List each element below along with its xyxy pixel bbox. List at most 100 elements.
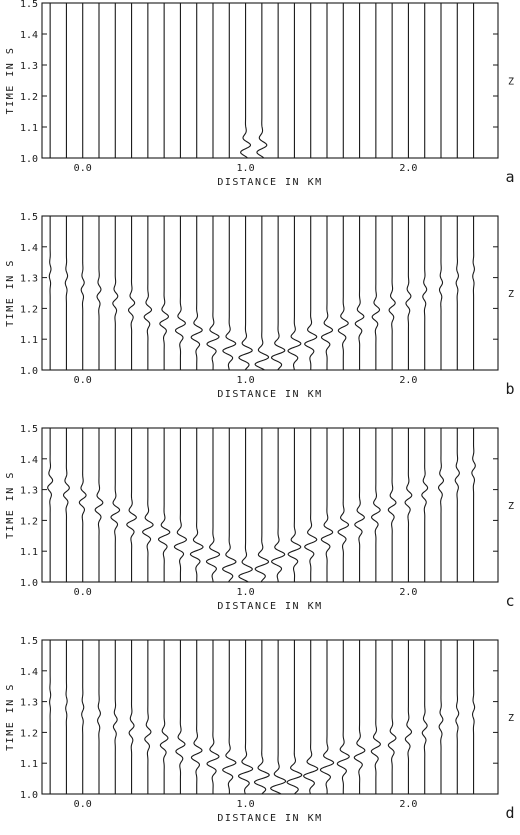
y-axis-title: TIME IN S <box>5 471 16 539</box>
seismic-trace <box>62 428 70 582</box>
seismic-trace <box>271 428 286 583</box>
seismic-trace <box>319 640 335 795</box>
seismic-trace <box>110 428 121 582</box>
seismic-trace <box>371 216 381 370</box>
y-axis-title: TIME IN S <box>5 259 16 327</box>
panel-label: d <box>505 804 514 822</box>
seismic-trace <box>455 640 460 794</box>
y-tick-label: 1.3 <box>20 274 38 285</box>
seismic-trace <box>405 216 412 370</box>
seismic-trace <box>471 428 476 582</box>
y-tick-label: 1.0 <box>20 366 38 377</box>
panel-label: b <box>505 380 514 398</box>
seismic-trace <box>286 640 303 795</box>
seismic-trace <box>353 640 366 794</box>
x-tick-label: 2.0 <box>399 799 417 810</box>
seismic-trace <box>253 640 270 795</box>
x-axis-title: DISTANCE IN KM <box>217 389 322 400</box>
x-tick-label: 0.0 <box>74 587 92 598</box>
seismic-trace <box>48 216 52 370</box>
seismic-trace <box>64 216 69 370</box>
x-tick-label: 1.0 <box>237 799 255 810</box>
seismic-trace <box>190 640 203 794</box>
seismic-trace <box>354 216 365 370</box>
x-tick-label: 2.0 <box>399 375 417 386</box>
seismic-trace <box>404 428 413 582</box>
component-label: Z <box>508 501 514 512</box>
seismic-trace <box>370 640 381 794</box>
seismic-trace <box>189 428 204 583</box>
seismic-trace <box>142 428 154 582</box>
seismic-trace <box>438 640 444 794</box>
y-tick-label: 1.1 <box>20 759 38 770</box>
seismic-trace <box>240 3 252 159</box>
y-tick-label: 1.2 <box>20 516 38 527</box>
y-axis-title: TIME IN S <box>5 683 16 751</box>
seismic-trace <box>126 428 137 582</box>
y-tick-label: 1.4 <box>20 667 38 678</box>
seismic-trace <box>254 428 270 583</box>
seismic-trace <box>387 640 397 794</box>
seismogram-panel-a: 1.0 1.1 1.2 1.3 1.4 1.5 0.0 1.0 2.0 DISTANCE IN K… <box>5 0 515 188</box>
seismic-trace <box>455 216 459 370</box>
plot-frame <box>41 215 499 371</box>
seismic-trace <box>159 640 169 794</box>
seismic-trace <box>190 216 203 370</box>
seismic-trace <box>256 3 268 159</box>
y-tick-label: 1.4 <box>20 455 38 466</box>
seismic-trace <box>270 640 287 795</box>
seismic-trace <box>303 640 319 795</box>
y-tick-label: 1.5 <box>20 212 38 223</box>
seismic-trace <box>287 428 302 583</box>
seismic-trace <box>287 216 302 371</box>
y-tick-label: 1.5 <box>20 636 38 647</box>
x-axis-title: DISTANCE IN KM <box>217 601 322 612</box>
seismic-trace <box>206 640 220 795</box>
seismic-trace <box>174 216 186 370</box>
seismic-trace <box>237 640 254 795</box>
seismic-trace <box>49 640 52 794</box>
seismic-trace <box>221 428 237 583</box>
seismic-trace <box>438 428 445 582</box>
seismic-trace <box>112 640 118 794</box>
seismic-trace <box>304 428 318 582</box>
y-tick-label: 1.3 <box>20 486 38 497</box>
seismic-trace <box>421 428 429 582</box>
seismic-trace <box>370 428 381 582</box>
x-tick-label: 2.0 <box>399 587 417 598</box>
seismic-trace <box>206 216 220 371</box>
seismic-trace <box>438 216 444 370</box>
seismic-trace <box>222 216 237 371</box>
y-tick-label: 1.2 <box>20 728 38 739</box>
y-tick-label: 1.5 <box>20 424 38 435</box>
plot-frame <box>41 639 499 795</box>
seismic-trace <box>422 216 428 370</box>
plot-frame <box>41 2 499 159</box>
x-axis-title: DISTANCE IN KM <box>217 177 322 188</box>
seismic-trace <box>80 216 85 370</box>
seismic-trace <box>96 216 102 370</box>
seismic-trace <box>47 428 54 582</box>
x-tick-label: 0.0 <box>74 375 92 386</box>
x-tick-label: 0.0 <box>74 799 92 810</box>
y-tick-label: 1.3 <box>20 698 38 709</box>
seismic-trace <box>421 640 428 794</box>
seismic-trace <box>254 216 270 371</box>
seismic-trace <box>270 216 286 371</box>
x-tick-label: 1.0 <box>237 375 255 386</box>
seismic-trace <box>337 216 349 370</box>
panel-label: c <box>505 592 514 610</box>
seismic-trace <box>144 640 152 794</box>
plot-frame <box>41 427 499 583</box>
seismic-trace <box>387 428 397 582</box>
seismic-trace <box>127 216 136 370</box>
seismic-trace <box>388 216 396 370</box>
seismic-trace <box>337 428 350 582</box>
seismic-trace <box>354 428 365 582</box>
y-axis-title: TIME IN S <box>5 47 16 115</box>
x-axis-title: DISTANCE IN KM <box>217 813 322 824</box>
seismic-trace <box>320 428 334 582</box>
seismic-trace <box>81 640 85 794</box>
seismic-trace <box>320 216 334 370</box>
